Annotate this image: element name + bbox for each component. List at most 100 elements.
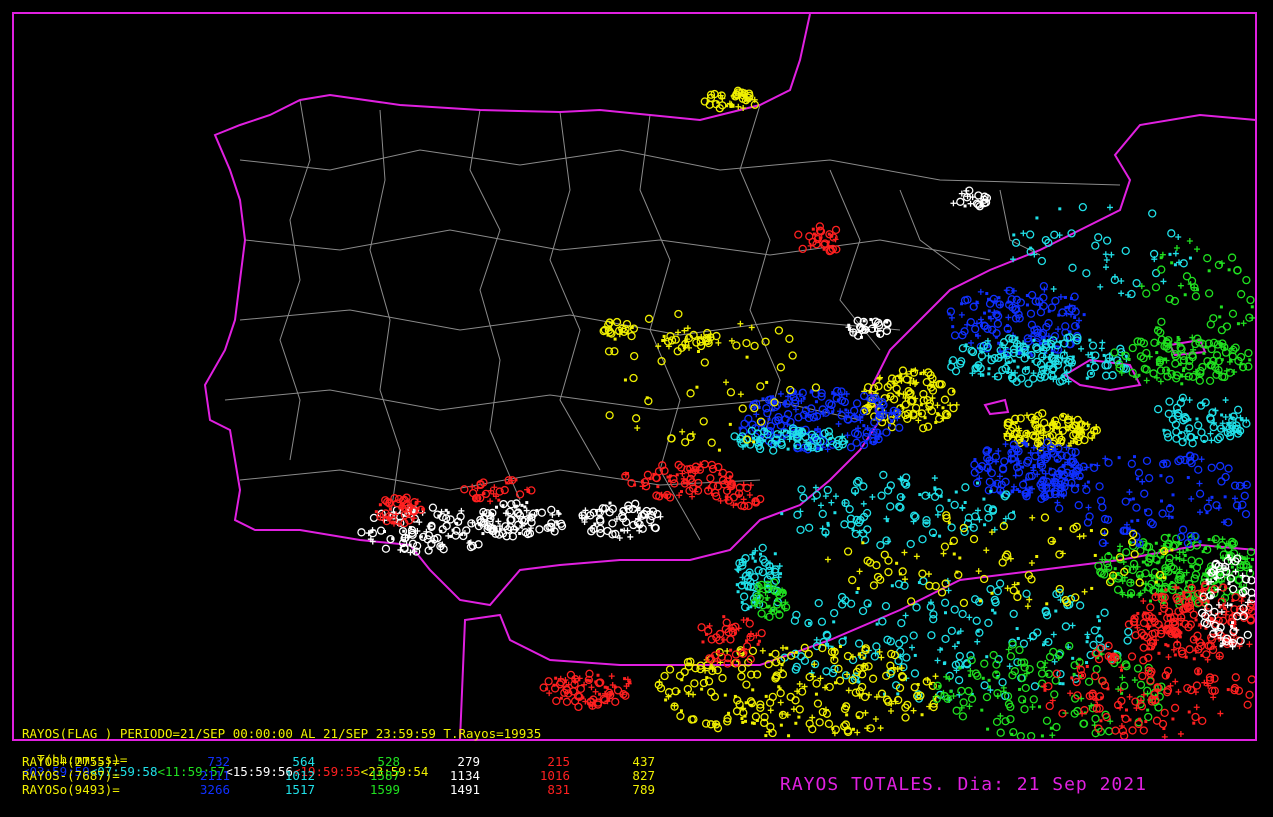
strike xyxy=(1126,693,1133,700)
strike xyxy=(1029,704,1036,711)
strike xyxy=(1074,501,1083,510)
strike xyxy=(761,397,765,401)
strike xyxy=(991,598,1000,607)
strike xyxy=(750,598,759,607)
strike xyxy=(1016,582,1020,586)
strike xyxy=(610,347,619,356)
strike xyxy=(550,684,560,693)
strike xyxy=(1066,428,1070,432)
strike xyxy=(710,492,714,496)
strike xyxy=(971,324,980,334)
strike xyxy=(799,493,808,502)
strike xyxy=(1050,631,1057,638)
strike xyxy=(576,675,583,682)
strike xyxy=(1134,563,1141,570)
strike xyxy=(830,645,834,649)
cell: 1012 xyxy=(284,768,315,783)
strike xyxy=(759,552,763,556)
strike xyxy=(1015,627,1019,631)
strike xyxy=(1104,641,1113,650)
strike xyxy=(1036,459,1045,468)
strike xyxy=(666,475,670,479)
strike xyxy=(983,454,992,463)
strike xyxy=(927,631,936,640)
strike xyxy=(1207,430,1214,437)
strike xyxy=(872,440,876,444)
strike xyxy=(651,523,660,533)
strike xyxy=(502,532,511,541)
strike xyxy=(977,288,984,295)
strike xyxy=(773,552,777,556)
strike xyxy=(947,362,956,371)
strike xyxy=(824,556,831,563)
strike xyxy=(895,639,904,648)
strike xyxy=(900,391,907,398)
strike xyxy=(947,387,956,396)
strike xyxy=(946,675,953,682)
strike xyxy=(1152,716,1162,725)
strike xyxy=(1229,539,1239,548)
strike xyxy=(777,440,786,450)
strike xyxy=(707,688,716,697)
strike xyxy=(862,709,869,716)
strike xyxy=(902,576,909,583)
strike xyxy=(439,541,446,548)
strike xyxy=(1165,294,1174,304)
strike xyxy=(974,507,981,514)
strike xyxy=(901,703,910,712)
strike xyxy=(1170,261,1174,265)
strike xyxy=(804,649,813,659)
strike xyxy=(854,476,863,486)
strike xyxy=(977,370,984,377)
strike xyxy=(738,649,748,658)
strike xyxy=(750,341,759,351)
strike xyxy=(935,504,944,513)
strike xyxy=(1239,572,1246,579)
strike xyxy=(887,667,896,676)
strike xyxy=(790,616,800,625)
strike xyxy=(622,319,632,329)
strike xyxy=(1185,362,1194,371)
strike xyxy=(998,354,1005,361)
strike xyxy=(849,653,856,660)
strike xyxy=(1063,470,1067,474)
strike xyxy=(940,395,950,404)
strike xyxy=(494,505,498,509)
strike xyxy=(817,675,824,682)
strike xyxy=(1132,503,1141,512)
strike xyxy=(740,104,747,111)
strike xyxy=(1095,704,1104,713)
strike xyxy=(1055,504,1064,513)
strike xyxy=(924,521,928,525)
strike xyxy=(1004,418,1014,427)
strike xyxy=(381,509,390,518)
strike xyxy=(910,511,919,520)
strike xyxy=(969,370,976,377)
strike xyxy=(781,603,791,612)
strike xyxy=(707,438,716,447)
strike xyxy=(751,399,761,408)
strike xyxy=(993,319,1003,328)
strike xyxy=(825,443,829,447)
strike xyxy=(1231,343,1240,352)
strike xyxy=(957,628,964,635)
strike xyxy=(843,651,853,661)
strike xyxy=(981,676,985,680)
strike xyxy=(1142,611,1146,615)
strike xyxy=(1010,667,1019,676)
strike xyxy=(715,629,725,639)
strike xyxy=(665,665,675,674)
strike xyxy=(958,344,968,353)
strike xyxy=(943,611,947,615)
strike xyxy=(1128,565,1137,575)
strike xyxy=(794,721,798,725)
strike xyxy=(1121,497,1130,506)
strike xyxy=(487,498,494,505)
strike xyxy=(908,644,915,651)
strike xyxy=(1157,317,1166,326)
strike xyxy=(1048,439,1058,448)
strike xyxy=(985,299,995,308)
strike xyxy=(1030,444,1037,451)
strike xyxy=(986,585,995,594)
strike xyxy=(892,698,899,705)
